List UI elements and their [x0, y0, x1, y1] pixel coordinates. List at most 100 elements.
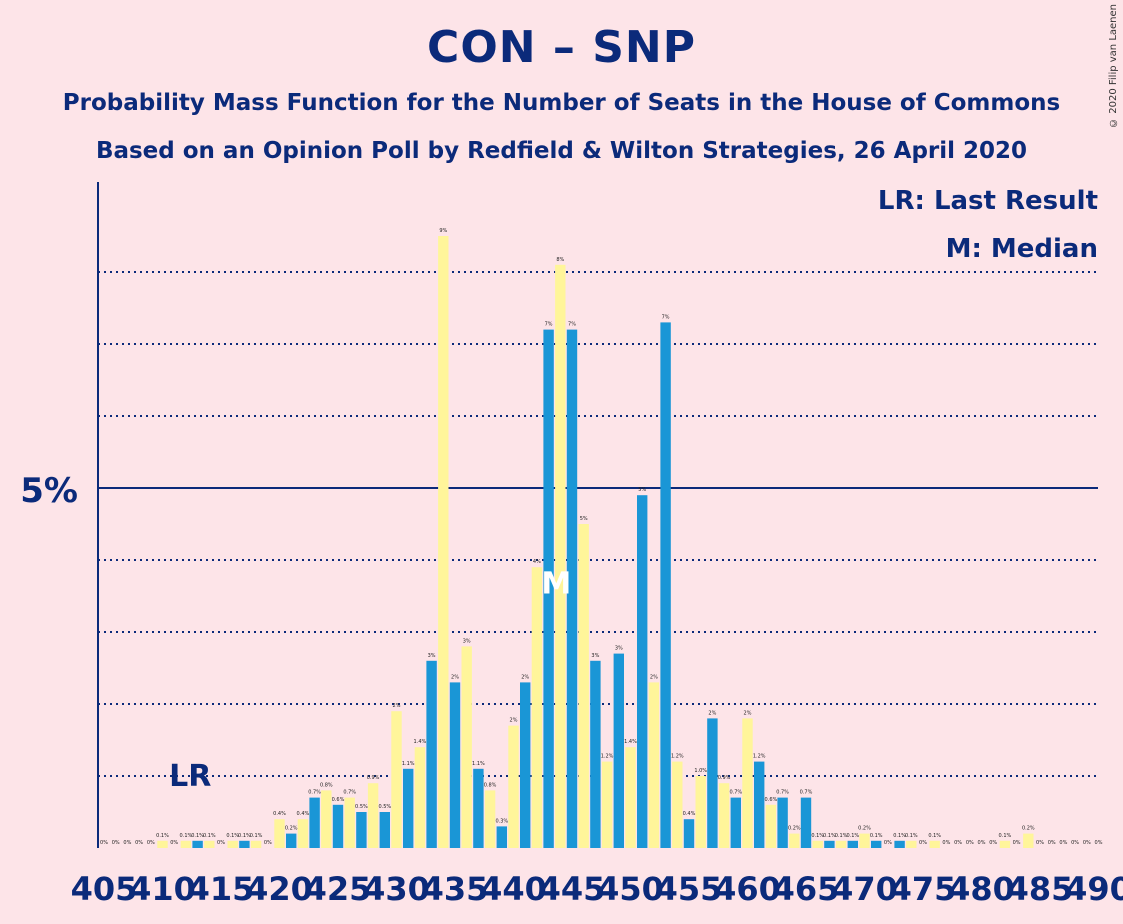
- bar-423: [309, 797, 320, 848]
- bar-463: [777, 797, 788, 848]
- bar-449: [613, 653, 624, 848]
- bar-label-477: 0%: [942, 840, 950, 846]
- bar-476: [929, 840, 940, 848]
- bar-label-445: 7%: [568, 322, 576, 328]
- bar-435: [449, 682, 461, 848]
- bar-label-432: 1.4%: [414, 739, 427, 745]
- bar-label-487: 0%: [1059, 840, 1067, 846]
- x-tick-label-415: 415: [188, 870, 255, 908]
- bar-428: [367, 783, 379, 848]
- bar-441: [520, 682, 531, 848]
- median-label: M: [541, 567, 571, 602]
- bar-454: [672, 761, 683, 848]
- bar-440: [508, 725, 519, 848]
- bar-label-420: 0.4%: [273, 811, 286, 817]
- bar-label-482: 0.1%: [999, 833, 1012, 839]
- bar-418: [250, 840, 262, 848]
- bar-label-447: 3%: [591, 653, 599, 659]
- bar-433: [426, 660, 437, 848]
- bar-label-413: 0.1%: [191, 833, 204, 839]
- bar-425: [332, 804, 344, 848]
- bar-label-450: 1.4%: [624, 739, 637, 745]
- bar-445: [566, 329, 578, 849]
- bar-457: [707, 718, 718, 848]
- bar-471: [871, 840, 882, 848]
- bar-label-412: 0.1%: [180, 833, 193, 839]
- bar-label-427: 0.5%: [355, 804, 368, 810]
- x-tick-label-460: 460: [714, 870, 781, 908]
- bar-431: [403, 768, 414, 848]
- bar-label-469: 0.1%: [846, 833, 859, 839]
- bar-label-421: 0.2%: [285, 826, 298, 832]
- bar-label-489: 0%: [1083, 840, 1091, 846]
- bar-label-471: 0.1%: [870, 833, 883, 839]
- bar-459: [730, 797, 741, 848]
- bar-465: [800, 797, 812, 848]
- bar-label-485: 0%: [1036, 840, 1044, 846]
- bar-474: [906, 840, 917, 848]
- bar-label-462: 0.6%: [765, 797, 778, 803]
- bar-446: [578, 524, 589, 848]
- bar-label-476: 0.1%: [928, 833, 941, 839]
- x-tick-label-455: 455: [656, 870, 723, 908]
- bar-label-468: 0.1%: [835, 833, 848, 839]
- bar-label-409: 0%: [147, 840, 155, 846]
- bar-label-417: 0.1%: [238, 833, 251, 839]
- bar-label-444: 8%: [556, 257, 564, 263]
- x-tick-label-485: 485: [1007, 870, 1074, 908]
- bar-label-478: 0%: [954, 840, 962, 846]
- chart-subtitle-source: Based on an Opinion Poll by Redfield & W…: [95, 138, 1028, 164]
- bar-label-416: 0.1%: [226, 833, 239, 839]
- bar-label-486: 0%: [1048, 840, 1056, 846]
- bar-label-438: 0.8%: [484, 782, 497, 788]
- bar-label-439: 0.3%: [495, 818, 508, 824]
- x-tick-labels: 4054104154204254304354404454504554604654…: [71, 870, 1123, 908]
- bar-label-488: 0%: [1071, 840, 1079, 846]
- x-tick-label-405: 405: [71, 870, 138, 908]
- bar-label-431: 1.1%: [402, 761, 415, 767]
- bar-label-467: 0.1%: [823, 833, 836, 839]
- bar-416: [227, 840, 238, 848]
- bar-label-466: 0.1%: [811, 833, 824, 839]
- bar-label-460: 2%: [744, 710, 752, 716]
- bar-437: [473, 768, 484, 848]
- bar-label-456: 1.0%: [694, 768, 707, 774]
- bar-label-459: 0.7%: [729, 790, 742, 796]
- bar-label-483: 0%: [1013, 840, 1021, 846]
- bar-label-433: 3%: [428, 653, 436, 659]
- bar-label-422: 0.4%: [297, 811, 310, 817]
- bar-424: [321, 790, 332, 848]
- bar-label-451: 5%: [638, 487, 646, 493]
- x-tick-label-470: 470: [831, 870, 898, 908]
- bar-label-435: 2%: [451, 674, 459, 680]
- bar-473: [894, 840, 905, 848]
- bar-462: [765, 804, 777, 848]
- x-tick-label-450: 450: [597, 870, 664, 908]
- bar-467: [824, 840, 835, 848]
- bar-label-411: 0%: [170, 840, 178, 846]
- bar-444: [555, 264, 566, 848]
- chart-title: CON – SNP: [427, 22, 696, 73]
- bar-label-480: 0%: [978, 840, 986, 846]
- x-tick-label-465: 465: [773, 870, 840, 908]
- x-tick-label-425: 425: [305, 870, 372, 908]
- bar-451: [637, 495, 648, 848]
- bar-443: [543, 329, 554, 849]
- bar-450: [625, 747, 636, 848]
- bar-label-423: 0.7%: [308, 790, 321, 796]
- bar-label-436: 3%: [463, 638, 471, 644]
- bar-453: [660, 322, 671, 848]
- bar-448: [601, 761, 613, 848]
- bar-442: [531, 567, 543, 848]
- bar-464: [789, 833, 800, 848]
- bar-414: [204, 840, 215, 848]
- bar-label-472: 0%: [884, 840, 892, 846]
- bar-436: [461, 646, 472, 848]
- bar-label-448: 1.2%: [601, 754, 614, 760]
- bar-412: [180, 840, 192, 848]
- legend-median: M: Median: [946, 234, 1098, 264]
- bar-438: [484, 790, 496, 848]
- bar-label-474: 0.1%: [905, 833, 918, 839]
- bar-422: [297, 819, 309, 848]
- bar-469: [847, 840, 858, 848]
